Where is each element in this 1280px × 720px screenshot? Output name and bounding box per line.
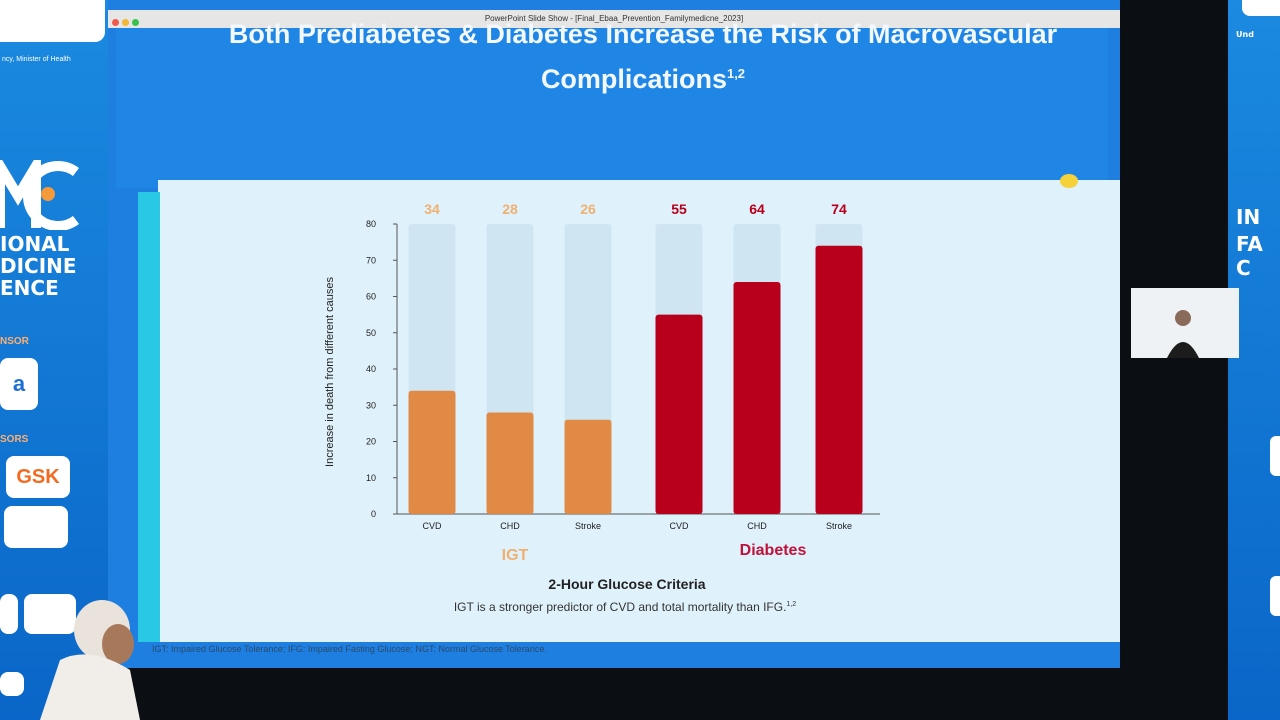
sponsors-heading: SORS	[0, 434, 29, 445]
chart-axes: 0 10 20 30 40 50 60 70 80	[366, 219, 880, 519]
chart-note: IGT is a stronger predictor of CVD and t…	[454, 600, 796, 614]
sponsor-logo-5	[0, 672, 24, 696]
conference-logo-mark	[0, 147, 80, 241]
slide-body	[158, 180, 1120, 642]
conference-name-line1: IONAL	[0, 232, 70, 256]
right-banner-text-fa: FA	[1236, 232, 1263, 256]
y-tick-label: 30	[366, 400, 376, 410]
slide-footer-abbreviations: IGT: Impaired Glucose Tolerance; IFG: Im…	[152, 644, 547, 654]
x-tick-label: Stroke	[826, 521, 852, 531]
chart-bars	[408, 224, 863, 514]
slideshow-window-titlebar: PowerPoint Slide Show - [Final_Ebaa_Prev…	[108, 10, 1120, 28]
y-tick-label: 20	[366, 437, 376, 447]
x-tick-label: CVD	[422, 521, 442, 531]
conference-name-line2: DICINE	[0, 254, 77, 278]
y-tick-label: 50	[366, 328, 376, 338]
sponsor-heading: NSOR	[0, 336, 29, 347]
conference-logo-icon	[0, 147, 79, 231]
maximize-window-icon[interactable]	[132, 19, 139, 26]
x-tick-label: CHD	[747, 521, 767, 531]
audience-member-silhouette	[40, 600, 140, 720]
slide-title-line1: Both Prediabetes & Diabetes Increase the…	[228, 19, 1058, 49]
chart-note-superscript: 1,2	[786, 601, 796, 608]
right-sponsor-box-2	[1270, 576, 1280, 616]
bar-igt-cvd	[408, 390, 456, 514]
value-label: 26	[580, 201, 596, 217]
sponsor-logo-gsk: GSK	[6, 456, 70, 498]
group-label-igt: IGT	[502, 547, 529, 564]
slide-title-superscript: 1,2	[726, 66, 746, 81]
bar-igt-chd	[486, 412, 534, 514]
right-conference-banner: Und IN FA C	[1228, 0, 1280, 720]
minimize-window-icon[interactable]	[122, 19, 129, 26]
interpreter-figure-icon	[1167, 310, 1199, 358]
laser-pointer-dot	[1060, 174, 1078, 188]
value-label: 64	[749, 201, 765, 217]
bar-igt-stroke	[564, 419, 612, 514]
chart-labels: 34 CVD 28 CHD 26 Stroke 55 CVD 64 CHD 74 Stroke	[422, 201, 852, 531]
right-sponsor-box	[1270, 436, 1280, 476]
sponsor-logo-a: a	[0, 358, 38, 410]
sponsor-logo-4	[24, 594, 76, 634]
value-label: 34	[424, 201, 440, 217]
projected-slide-screen: PowerPoint Slide Show - [Final_Ebaa_Prev…	[108, 0, 1120, 668]
y-tick-label: 40	[366, 364, 376, 374]
y-tick-label: 70	[366, 255, 376, 265]
left-conference-banner: ncy, Minister of Health IONAL DICINE ENC…	[0, 0, 108, 720]
sign-language-interpreter-video	[1131, 288, 1239, 358]
slide-title-line2-text: Complications	[540, 64, 727, 94]
y-tick-label: 80	[366, 219, 376, 229]
right-banner-text-und: Und	[1236, 30, 1254, 39]
bar-diabetes-stroke	[815, 245, 863, 514]
x-tick-label: CHD	[500, 521, 520, 531]
slide-title: Both Prediabetes & Diabetes Increase the…	[108, 14, 1178, 99]
bar-diabetes-chd	[733, 282, 781, 514]
chart-note-text: IGT is a stronger predictor of CVD and t…	[454, 600, 787, 614]
chart-subtitle: 2-Hour Glucose Criteria	[548, 576, 705, 592]
slide-header	[116, 28, 1108, 188]
value-label: 28	[502, 201, 518, 217]
right-banner-text-c: C	[1236, 256, 1251, 280]
window-title: PowerPoint Slide Show - [Final_Ebaa_Prev…	[484, 14, 744, 23]
sponsor-logo-2	[4, 506, 68, 548]
slide-accent-bar	[138, 192, 160, 642]
value-label: 74	[831, 201, 847, 217]
x-tick-label: CVD	[669, 521, 689, 531]
y-tick-label: 10	[366, 473, 376, 483]
ministry-text: ncy, Minister of Health	[2, 56, 71, 63]
value-label: 55	[671, 201, 687, 217]
y-tick-label: 0	[371, 509, 376, 519]
y-tick-label: 60	[366, 292, 376, 302]
slide-title-line2: Complications1,2	[108, 54, 1178, 99]
ministry-logos	[0, 0, 105, 42]
right-logo-strip	[1242, 0, 1280, 16]
bar-diabetes-cvd	[655, 314, 703, 514]
conference-name-line3: ENCE	[0, 276, 59, 300]
y-axis-label: Increase in death from different causes	[324, 277, 336, 467]
group-label-diabetes: Diabetes	[740, 542, 807, 559]
x-tick-label: Stroke	[575, 521, 601, 531]
close-window-icon[interactable]	[112, 19, 119, 26]
right-banner-text-in: IN	[1236, 205, 1261, 229]
sponsor-logo-3	[0, 594, 18, 634]
